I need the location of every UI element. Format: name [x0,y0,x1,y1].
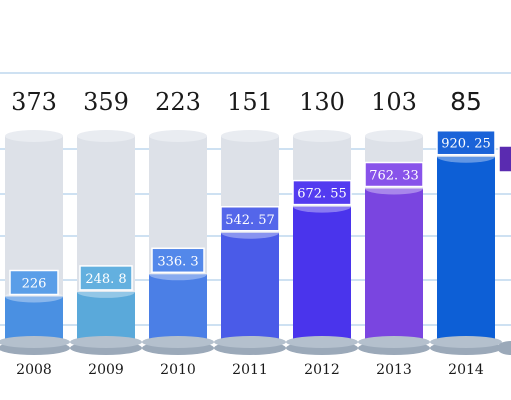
bar [149,274,207,342]
value-label: 920. 25 [441,137,491,152]
base-plate-top [142,336,214,348]
top-value-label: 130 [299,88,345,116]
x-axis-label: 2009 [88,362,124,378]
value-label: 672. 55 [297,187,347,202]
x-axis-labels: 2008 2009 2010 2011 2012 2013 2014 [16,362,484,378]
bar [77,291,135,342]
base-plate-top [70,336,142,348]
partial-base-plate [497,341,511,355]
base-plate-top [214,336,286,348]
top-value-label: 103 [371,88,417,116]
value-label-box [9,269,59,296]
base-plate-top [358,336,430,348]
bar [5,296,63,342]
top-value-label: 85 [450,87,482,116]
value-label-box [364,161,424,188]
value-label: 248. 8 [85,272,126,287]
top-value-label: 373 [11,88,57,116]
top-value-label: 359 [83,88,129,116]
bar [365,188,423,342]
value-label: 336. 3 [157,254,198,269]
top-value-labels: 373 359 223 151 130 103 85 [11,87,482,116]
partial-offscreen-bar [497,145,511,355]
cylinder-bases [0,336,502,355]
x-axis-label: 2011 [232,362,268,378]
x-axis-label: 2014 [448,362,484,378]
value-label-box [79,265,133,291]
value-label-box [436,129,496,156]
value-label-box [151,247,205,274]
x-axis-label: 2012 [304,362,340,378]
x-axis-label: 2013 [376,362,412,378]
value-label: 762. 33 [369,169,419,184]
ghost-cylinder-top [221,130,279,142]
top-value-label: 151 [227,88,273,116]
value-label: 226 [22,276,47,291]
base-plate-top [286,336,358,348]
x-axis-label: 2008 [16,362,52,378]
value-label-box [292,179,352,206]
x-axis-label: 2010 [160,362,196,378]
ghost-cylinder-top [149,130,207,142]
bar-value-labels: 226 248. 8 336. 3 542. 57 672. 55 762. 33 920.… [9,129,496,296]
value-label: 542. 57 [225,213,275,228]
base-plate-top [0,336,70,348]
value-label-box [220,206,280,232]
base-plate-top [430,336,502,348]
bar [221,232,279,342]
top-value-label: 223 [155,88,201,116]
ghost-cylinder-top [365,130,423,142]
ghost-cylinder-top [293,130,351,142]
ghost-cylinder-top [5,130,63,142]
partial-value-box [498,145,511,173]
bar [437,156,495,342]
bar [293,206,351,342]
ghost-cylinder-top [77,130,135,142]
